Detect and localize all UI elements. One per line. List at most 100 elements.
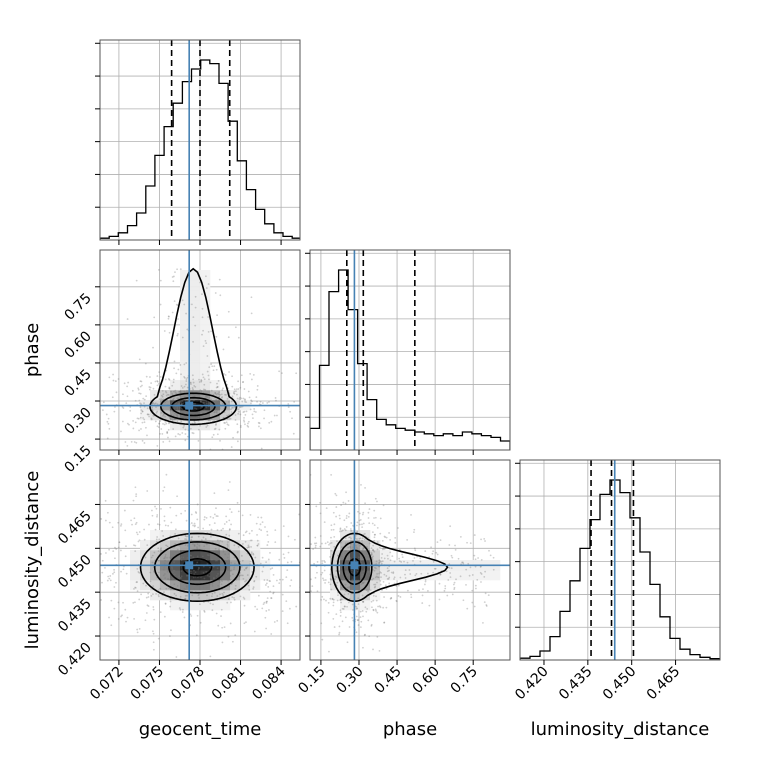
sample-point	[221, 626, 224, 629]
sample-point	[227, 579, 229, 582]
sample-point	[357, 619, 359, 621]
sample-point	[459, 575, 462, 578]
sample-point	[256, 385, 259, 387]
sample-point	[172, 455, 174, 457]
sample-point	[373, 569, 376, 572]
sample-point	[365, 545, 368, 548]
sample-point	[183, 376, 186, 379]
sample-point	[224, 427, 227, 430]
sample-point	[358, 519, 361, 522]
sample-point	[205, 516, 208, 519]
sample-point	[373, 536, 376, 539]
sample-point	[261, 556, 264, 559]
sample-point	[339, 598, 342, 601]
sample-point	[129, 406, 132, 408]
sample-point	[377, 605, 379, 608]
sample-point	[167, 436, 169, 439]
x-tick-label-luminosity-distance: 0.420	[512, 664, 552, 704]
density-cell	[210, 540, 221, 551]
sample-point	[355, 615, 358, 618]
sample-point	[238, 398, 241, 400]
sample-point	[92, 548, 94, 550]
sample-point	[167, 378, 170, 380]
sample-point	[169, 557, 172, 560]
sample-point	[241, 381, 244, 384]
sample-point	[126, 318, 129, 320]
sample-point	[352, 609, 354, 611]
sample-point	[200, 391, 202, 394]
sample-point	[427, 589, 429, 592]
sample-point	[135, 493, 138, 496]
sample-point	[228, 585, 231, 587]
sample-point	[370, 553, 373, 555]
sample-point	[225, 421, 228, 424]
sample-point	[275, 579, 278, 582]
sample-point	[183, 587, 186, 590]
sample-point	[215, 411, 218, 414]
sample-point	[139, 385, 142, 388]
density-cell	[190, 530, 201, 541]
sample-point	[134, 486, 137, 489]
sample-point	[172, 378, 175, 381]
histogram-phase	[310, 269, 510, 450]
sample-point	[249, 514, 252, 516]
sample-point	[178, 403, 181, 405]
sample-point	[180, 570, 183, 572]
sample-point	[482, 622, 484, 624]
sample-point	[364, 555, 367, 558]
sample-point	[153, 403, 156, 405]
x-tick-label-geocent-time: 0.072	[87, 664, 127, 704]
sample-point	[339, 527, 342, 530]
sample-point	[270, 597, 272, 599]
sample-point	[175, 514, 178, 517]
sample-point	[164, 415, 166, 418]
sample-point	[173, 360, 176, 363]
sample-point	[139, 380, 142, 383]
sample-point	[462, 599, 465, 602]
sample-point	[332, 598, 335, 601]
sample-point	[349, 585, 352, 588]
sample-point	[376, 635, 379, 638]
sample-point	[228, 534, 231, 537]
density-cell	[220, 410, 231, 421]
sample-point	[311, 610, 313, 612]
sample-point	[161, 395, 164, 398]
density-cell	[200, 350, 211, 361]
sample-point	[348, 587, 351, 589]
sample-point	[362, 533, 365, 536]
sample-point	[203, 401, 205, 404]
sample-point	[242, 397, 245, 400]
truth-marker	[185, 401, 194, 410]
sample-point	[388, 532, 390, 534]
sample-point	[394, 536, 397, 539]
sample-point	[268, 401, 270, 403]
sample-point	[242, 577, 245, 580]
truth-marker	[185, 561, 194, 570]
sample-point	[365, 610, 368, 613]
sample-point	[220, 393, 223, 396]
sample-point	[230, 400, 233, 403]
density-cell	[180, 310, 191, 321]
contour-level	[139, 532, 255, 603]
sample-point	[118, 541, 121, 544]
sample-point	[356, 570, 359, 573]
sample-point	[208, 366, 211, 369]
sample-point	[345, 526, 348, 528]
sample-point	[138, 539, 141, 542]
sample-point	[133, 617, 136, 620]
sample-point	[216, 385, 219, 388]
sample-point	[257, 516, 260, 519]
sample-point	[376, 548, 379, 551]
sample-point	[341, 620, 344, 623]
sample-point	[301, 405, 303, 407]
sample-point	[145, 612, 148, 614]
density-cell	[210, 590, 221, 601]
sample-point	[247, 544, 250, 547]
sample-point	[104, 566, 106, 569]
sample-point	[214, 427, 217, 430]
density-cell	[370, 590, 381, 601]
sample-point	[198, 597, 200, 599]
sample-point	[138, 531, 141, 533]
sample-point	[134, 601, 136, 604]
density-cell	[220, 600, 231, 611]
